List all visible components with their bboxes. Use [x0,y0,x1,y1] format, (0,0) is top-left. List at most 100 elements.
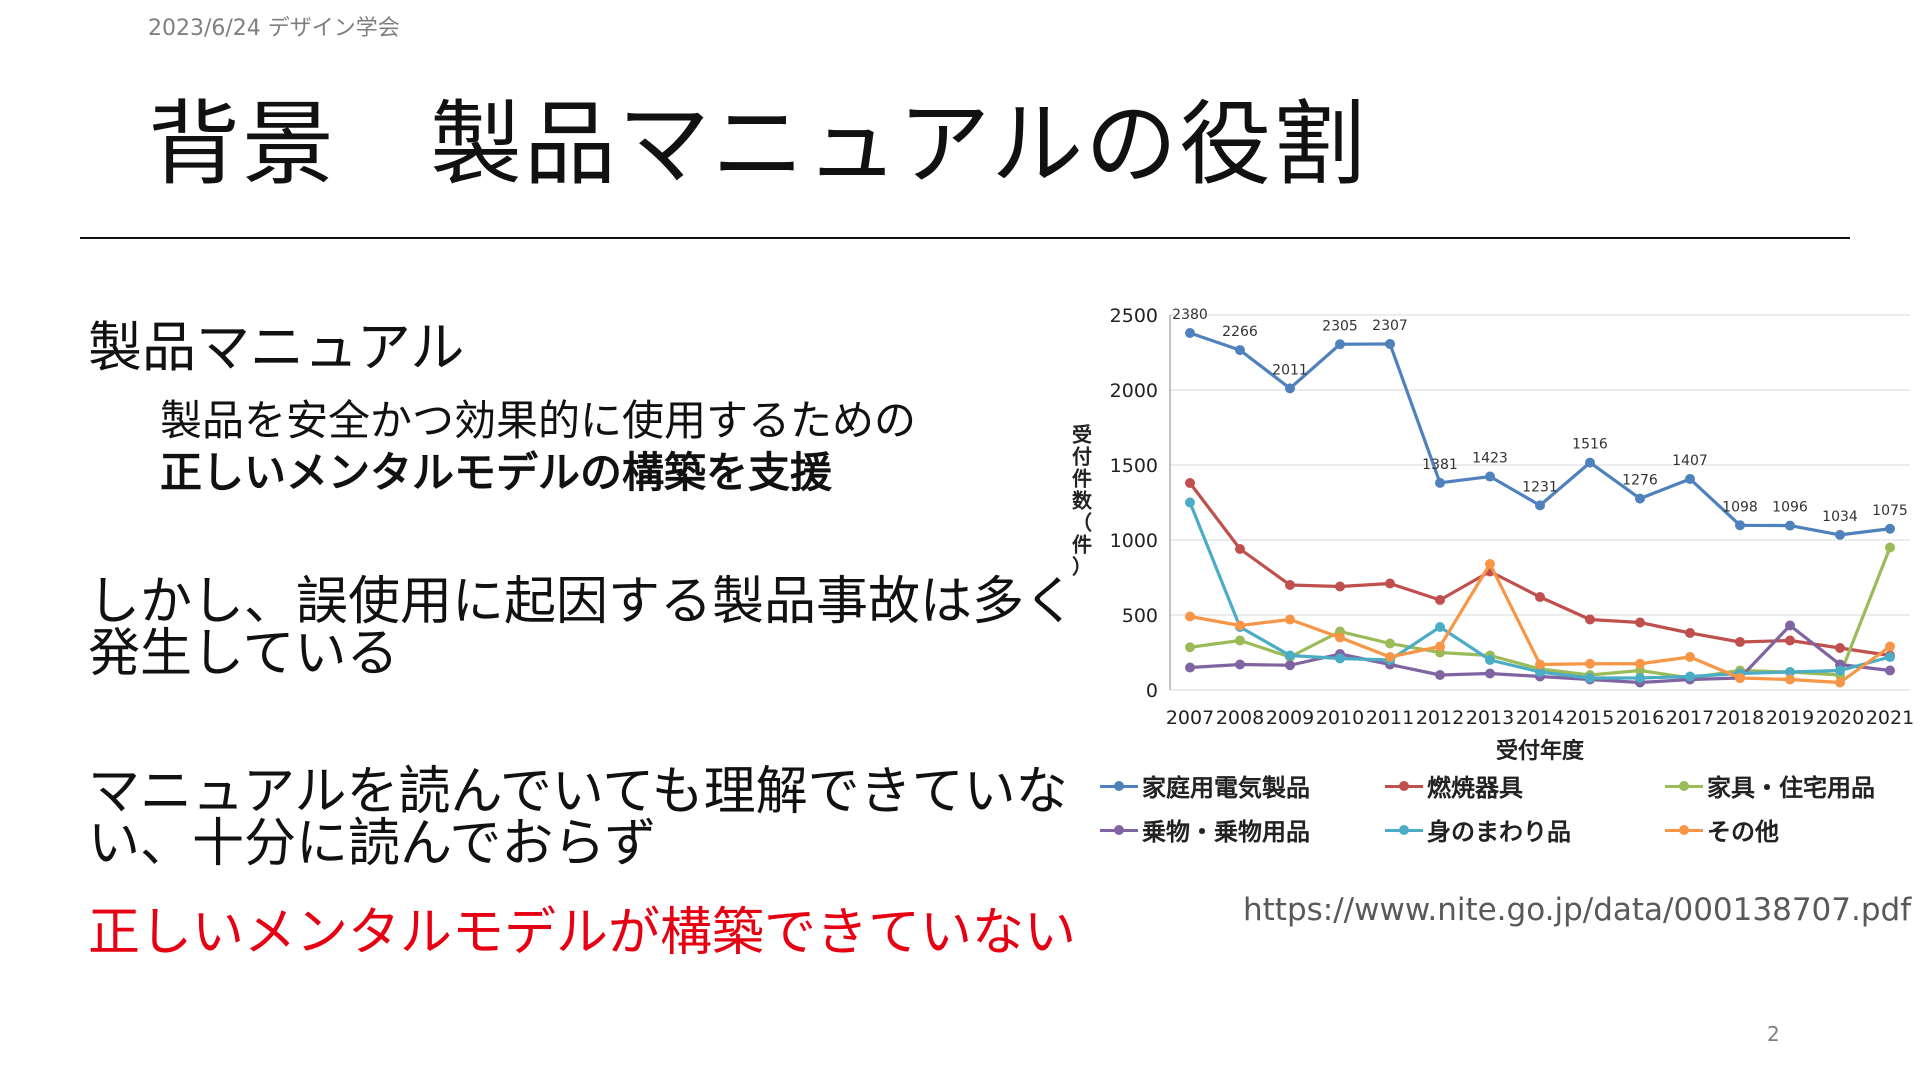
data-point [1235,345,1245,356]
data-point [1585,673,1595,683]
x-tick-label: 2011 [1366,707,1414,729]
data-point [1735,520,1745,531]
x-tick-label: 2007 [1166,707,1214,729]
data-point [1435,477,1445,488]
data-point [1285,660,1295,671]
data-label: 2305 [1322,318,1358,334]
conclusion-red-text: 正しいメンタルモデルが構築できていない [88,903,1077,963]
data-point [1185,642,1195,653]
data-point [1885,665,1895,676]
chart-legend: 家庭用電気製品 燃焼器具 家具・住宅用品 乗物・乗物用品 身のまわり品 その他 [1100,768,1900,858]
data-point [1685,652,1695,662]
legend-swatch [1385,824,1423,836]
x-tick-label: 2010 [1316,707,1364,729]
data-point [1235,544,1245,554]
slide-date: 2023/6/24 デザイン学会 [148,16,400,41]
page-number: 2 [1767,1022,1780,1046]
source-url: https://www.nite.go.jp/data/000138707.pd… [1243,892,1912,928]
data-point [1485,668,1495,679]
legend-swatch [1100,780,1138,792]
data-point [1535,592,1545,602]
data-point [1835,529,1845,540]
data-point [1385,652,1395,662]
data-point [1535,659,1545,670]
data-label: 1276 [1622,473,1658,489]
series-line-身のまわり品 [1188,501,1891,680]
y-tick-label: 500 [1122,605,1158,627]
data-label: 2380 [1172,307,1208,323]
data-point [1285,383,1295,394]
data-point [1285,650,1295,661]
data-point [1885,542,1895,553]
x-tick-label: 2013 [1466,707,1514,729]
data-point [1635,658,1645,669]
data-point [1435,622,1445,632]
series-line-家具・住宅用品 [1189,546,1892,680]
legend-item: 家庭用電気製品 [1100,768,1310,803]
x-tick-label: 2018 [1716,707,1764,729]
x-tick-label: 2008 [1216,707,1264,729]
data-point [1485,559,1495,569]
data-label: 1034 [1822,509,1858,525]
x-tick-label: 2020 [1816,707,1864,729]
legend-item: 家具・住宅用品 [1665,768,1875,803]
x-tick-label: 2015 [1566,707,1614,729]
data-point [1735,637,1745,647]
accident-line-1: しかし、誤使用に起因する製品事故は多く [88,572,1077,632]
data-point [1835,665,1845,676]
data-label: 1098 [1722,499,1758,515]
data-point [1585,614,1595,625]
data-point [1835,677,1845,688]
data-point [1385,638,1395,649]
data-point [1235,659,1245,670]
accident-line-2: 発生している [88,624,399,684]
data-point [1485,655,1495,665]
data-point [1635,673,1645,683]
y-tick-label: 0 [1146,680,1158,702]
data-point [1335,581,1345,592]
data-point [1885,641,1895,652]
data-point [1385,338,1395,349]
manual-heading: 製品マニュアル [88,316,465,379]
data-point [1835,643,1845,653]
data-label: 1407 [1672,453,1708,469]
data-point [1685,671,1695,682]
legend-item: 身のまわり品 [1385,812,1571,847]
data-point [1435,670,1445,680]
data-point [1785,520,1795,531]
data-point [1585,658,1595,669]
legend-swatch [1665,824,1703,836]
legend-swatch [1100,824,1138,836]
y-tick-label: 2000 [1110,380,1158,402]
data-point [1435,641,1445,652]
data-point [1535,500,1545,511]
data-point [1735,673,1745,683]
data-point [1785,667,1795,677]
data-point [1635,617,1645,628]
legend-label: 家具・住宅用品 [1707,774,1875,802]
legend-item: 燃焼器具 [1385,768,1523,803]
y-tick-label: 2500 [1110,305,1158,327]
legend-label: その他 [1707,818,1779,846]
data-label: 2266 [1222,324,1258,340]
data-label: 1075 [1872,503,1908,519]
data-point [1435,595,1445,605]
data-point [1185,328,1195,338]
data-point [1885,523,1895,534]
data-label: 2307 [1372,318,1408,334]
data-point [1535,667,1545,677]
reading-line-1: マニュアルを読んでいても理解できていな [88,762,1068,822]
y-axis-title: 受付件数（件） [1072,423,1093,579]
y-tick-label: 1000 [1110,530,1158,552]
x-tick-label: 2021 [1866,707,1914,729]
manual-purpose-emphasis: 正しいメンタルモデルの構築を支援 [160,448,833,498]
y-tick-label: 1500 [1110,455,1158,477]
data-point [1335,339,1345,350]
data-point [1285,614,1295,625]
data-point [1785,674,1795,685]
legend-label: 家庭用電気製品 [1142,774,1310,802]
x-tick-label: 2014 [1516,707,1564,729]
data-label: 1423 [1472,451,1508,467]
legend-swatch [1385,780,1423,792]
